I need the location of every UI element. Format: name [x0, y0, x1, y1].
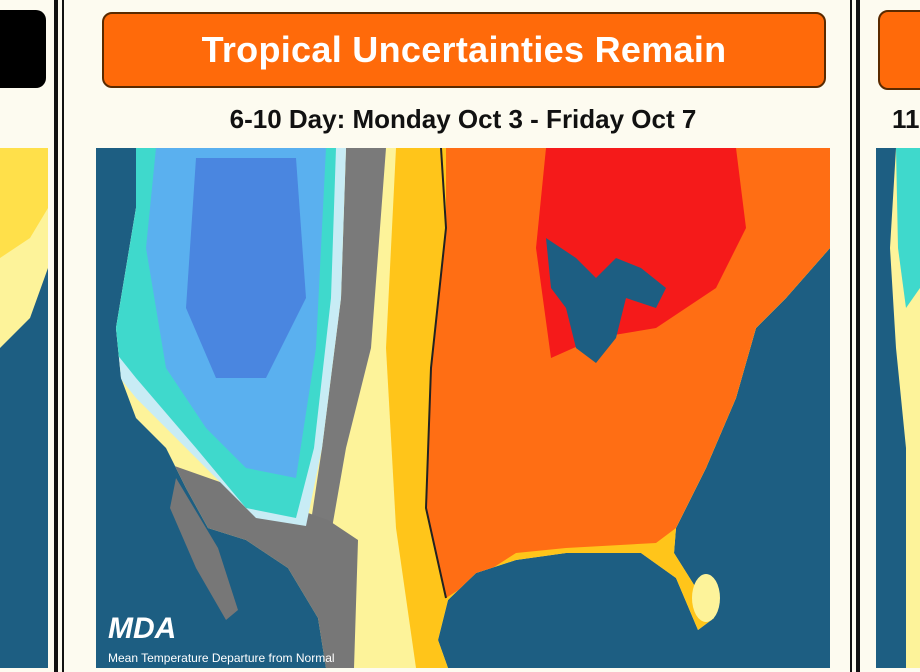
- left-title-box: [0, 10, 46, 88]
- right-title-box: [878, 10, 920, 90]
- subtitle: 6-10 Day: Monday Oct 3 - Friday Oct 7: [229, 104, 697, 134]
- panel-border: [856, 0, 860, 672]
- temp-band-gray: [310, 148, 386, 528]
- temp-band: [0, 148, 48, 258]
- panel-border: [62, 0, 64, 672]
- map-caption: Mean Temperature Departure from Normal: [108, 651, 335, 665]
- left-map: [0, 148, 48, 668]
- logo: MDA: [108, 612, 176, 645]
- right-subtitle: 11: [892, 104, 920, 134]
- temp-band-blue: [186, 158, 306, 378]
- panel-border: [850, 0, 852, 672]
- title: Tropical Uncertainties Remain: [201, 29, 727, 70]
- temp-band: [896, 148, 920, 308]
- contour: [424, 148, 448, 599]
- baja: [170, 478, 238, 620]
- title-box: Tropical Uncertainties Remain: [102, 12, 826, 88]
- temperature-map: MDA Mean Temperature Departure from Norm…: [96, 148, 830, 668]
- florida: [692, 574, 720, 622]
- great-lakes: [546, 238, 666, 363]
- right-map: [876, 148, 920, 668]
- panel-border: [54, 0, 58, 672]
